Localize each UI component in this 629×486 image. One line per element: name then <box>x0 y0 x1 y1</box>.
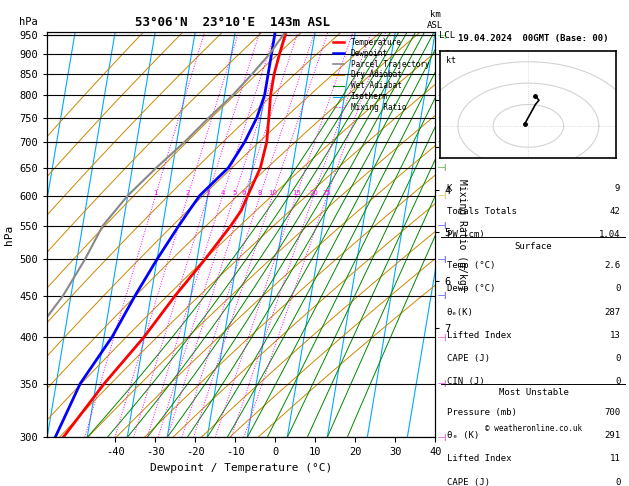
Text: 4: 4 <box>221 190 225 195</box>
Text: CAPE (J): CAPE (J) <box>447 354 489 363</box>
Y-axis label: Mixing Ratio (g/kg): Mixing Ratio (g/kg) <box>457 179 467 290</box>
Text: θₑ (K): θₑ (K) <box>447 431 479 440</box>
Text: —|: —| <box>437 434 447 441</box>
Text: θₑ(K): θₑ(K) <box>447 308 474 316</box>
Text: 287: 287 <box>604 308 620 316</box>
Text: —|: —| <box>437 114 447 121</box>
Text: —|: —| <box>437 32 447 39</box>
Text: Dewp (°C): Dewp (°C) <box>447 284 495 294</box>
Text: hPa: hPa <box>19 17 38 27</box>
Text: kt: kt <box>445 56 455 66</box>
Text: 42: 42 <box>610 207 620 216</box>
Text: 13: 13 <box>610 330 620 340</box>
Text: Surface: Surface <box>515 242 552 251</box>
Text: 6: 6 <box>242 190 247 195</box>
Text: K: K <box>447 184 452 193</box>
Text: Totals Totals: Totals Totals <box>447 207 516 216</box>
Text: —|: —| <box>437 256 447 262</box>
Text: —|: —| <box>437 92 447 99</box>
Text: 20: 20 <box>309 190 318 195</box>
Y-axis label: hPa: hPa <box>4 225 14 244</box>
Text: 5: 5 <box>232 190 237 195</box>
Text: 2.6: 2.6 <box>604 261 620 270</box>
Text: 8: 8 <box>258 190 262 195</box>
Text: © weatheronline.co.uk: © weatheronline.co.uk <box>485 424 582 434</box>
Text: —|: —| <box>437 139 447 145</box>
Text: Lifted Index: Lifted Index <box>447 330 511 340</box>
Text: —|: —| <box>437 380 447 387</box>
Text: 3: 3 <box>206 190 210 195</box>
Text: Most Unstable: Most Unstable <box>499 388 569 398</box>
Text: Temp (°C): Temp (°C) <box>447 261 495 270</box>
Text: —|: —| <box>437 333 447 341</box>
Text: 10: 10 <box>268 190 277 195</box>
Legend: Temperature, Dewpoint, Parcel Trajectory, Dry Adiabat, Wet Adiabat, Isotherm, Mi: Temperature, Dewpoint, Parcel Trajectory… <box>331 35 431 114</box>
Text: 1: 1 <box>153 190 158 195</box>
Text: —|: —| <box>437 192 447 199</box>
Text: 0: 0 <box>615 284 620 294</box>
Text: 11: 11 <box>610 454 620 464</box>
X-axis label: Dewpoint / Temperature (°C): Dewpoint / Temperature (°C) <box>150 463 332 473</box>
Text: CIN (J): CIN (J) <box>447 377 484 386</box>
Text: 291: 291 <box>604 431 620 440</box>
Text: —|: —| <box>437 223 447 229</box>
Text: 15: 15 <box>292 190 301 195</box>
Text: PW (cm): PW (cm) <box>447 230 484 239</box>
Text: km
ASL: km ASL <box>427 10 443 30</box>
Text: 0: 0 <box>615 377 620 386</box>
Text: —|: —| <box>437 51 447 58</box>
Text: CAPE (J): CAPE (J) <box>447 478 489 486</box>
Text: 0: 0 <box>615 478 620 486</box>
Text: 19.04.2024  00GMT (Base: 00): 19.04.2024 00GMT (Base: 00) <box>458 34 609 43</box>
Text: LCL: LCL <box>439 31 455 40</box>
Text: —|: —| <box>437 70 447 78</box>
Text: Lifted Index: Lifted Index <box>447 454 511 464</box>
Text: —|: —| <box>437 293 447 299</box>
Text: 53°06'N  23°10'E  143m ASL: 53°06'N 23°10'E 143m ASL <box>135 16 330 29</box>
Text: 1.04: 1.04 <box>599 230 620 239</box>
Text: 9: 9 <box>615 184 620 193</box>
Text: Pressure (mb): Pressure (mb) <box>447 408 516 417</box>
Text: 2: 2 <box>186 190 190 195</box>
Text: 700: 700 <box>604 408 620 417</box>
Text: 25: 25 <box>323 190 331 195</box>
Text: —|: —| <box>437 164 447 171</box>
Text: 0: 0 <box>615 354 620 363</box>
